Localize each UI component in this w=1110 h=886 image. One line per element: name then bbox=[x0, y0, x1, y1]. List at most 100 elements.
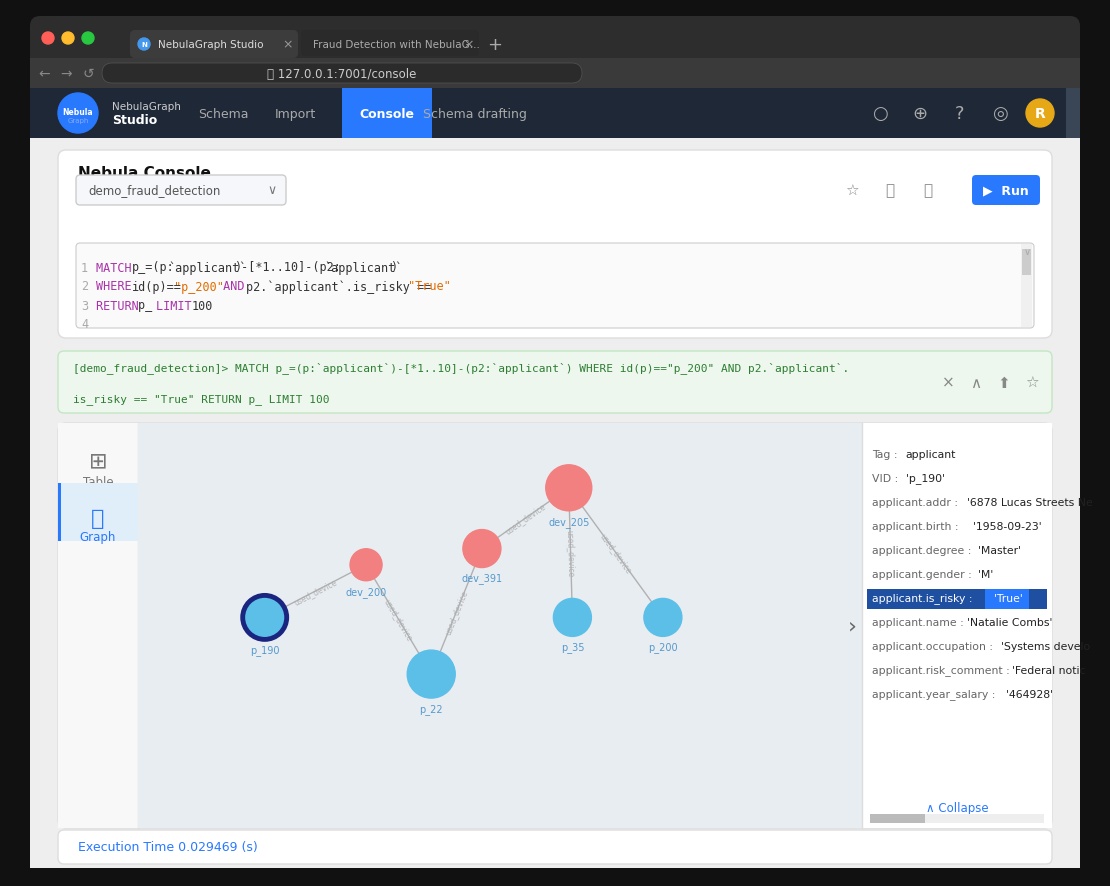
Text: ⊕: ⊕ bbox=[912, 105, 928, 123]
Circle shape bbox=[62, 33, 74, 45]
Text: ×: × bbox=[941, 375, 955, 390]
Text: 🔒 127.0.0.1:7001/console: 🔒 127.0.0.1:7001/console bbox=[268, 67, 416, 81]
Text: →: → bbox=[60, 67, 72, 81]
FancyBboxPatch shape bbox=[102, 64, 582, 84]
Text: 4: 4 bbox=[81, 318, 88, 331]
Text: applicant.is_risky :: applicant.is_risky : bbox=[872, 593, 976, 603]
FancyBboxPatch shape bbox=[75, 244, 1035, 329]
Text: Console: Console bbox=[360, 107, 414, 120]
Text: [demo_fraud_detection]> MATCH p_=(p:`applicant`)-[*1..10]-(p2:`applicant`) WHERE: [demo_fraud_detection]> MATCH p_=(p:`app… bbox=[73, 361, 849, 374]
Text: 100: 100 bbox=[192, 299, 213, 312]
Text: LIMIT: LIMIT bbox=[157, 299, 199, 312]
Text: ×: × bbox=[283, 38, 293, 51]
Text: dev_205: dev_205 bbox=[548, 517, 589, 527]
Text: used_device: used_device bbox=[504, 501, 547, 536]
Circle shape bbox=[243, 595, 286, 640]
Text: 2: 2 bbox=[81, 280, 88, 293]
Text: ⛙: ⛙ bbox=[91, 509, 104, 528]
Text: ?: ? bbox=[956, 105, 965, 123]
Text: 🗑: 🗑 bbox=[924, 183, 932, 198]
Text: ∨: ∨ bbox=[1023, 246, 1030, 257]
Text: 'Natalie Combs': 'Natalie Combs' bbox=[967, 618, 1052, 627]
Circle shape bbox=[58, 94, 98, 134]
FancyBboxPatch shape bbox=[58, 352, 1052, 414]
Circle shape bbox=[463, 530, 501, 568]
Circle shape bbox=[644, 599, 682, 637]
Text: ×: × bbox=[464, 38, 474, 51]
Text: `applicant`: `applicant` bbox=[168, 261, 246, 275]
Text: used_device: used_device bbox=[292, 577, 339, 606]
FancyBboxPatch shape bbox=[58, 424, 138, 828]
Text: p_: p_ bbox=[138, 299, 160, 312]
Text: "True": "True" bbox=[408, 280, 451, 293]
Text: Schema drafting: Schema drafting bbox=[423, 107, 527, 120]
Text: 🕐: 🕐 bbox=[886, 183, 895, 198]
Bar bbox=[1066, 89, 1080, 139]
Bar bbox=[1022, 250, 1031, 276]
Circle shape bbox=[138, 39, 150, 51]
Text: RETURN: RETURN bbox=[95, 299, 145, 312]
Bar bbox=[58, 424, 138, 828]
Bar bbox=[58, 484, 138, 541]
Text: `applicant`: `applicant` bbox=[324, 261, 402, 275]
Bar bbox=[870, 814, 925, 823]
Text: ∧ Collapse: ∧ Collapse bbox=[926, 802, 988, 814]
Circle shape bbox=[407, 650, 455, 698]
Text: Graph: Graph bbox=[80, 531, 117, 544]
Circle shape bbox=[82, 33, 94, 45]
Circle shape bbox=[546, 465, 592, 511]
Text: ∨: ∨ bbox=[268, 184, 276, 198]
Text: p_=(p:: p_=(p: bbox=[132, 261, 174, 274]
Text: ⬆: ⬆ bbox=[998, 375, 1010, 390]
Text: used_device: used_device bbox=[383, 597, 415, 642]
FancyBboxPatch shape bbox=[30, 17, 1080, 868]
Bar bbox=[138, 424, 862, 828]
Text: 'M': 'M' bbox=[978, 570, 993, 579]
Text: AND: AND bbox=[216, 280, 252, 293]
Text: MATCH: MATCH bbox=[95, 261, 139, 274]
Bar bbox=[30, 59, 1080, 89]
Bar bbox=[870, 814, 1045, 823]
Text: '1958-09-23': '1958-09-23' bbox=[972, 522, 1041, 532]
Bar bbox=[867, 589, 1047, 610]
FancyBboxPatch shape bbox=[130, 31, 297, 59]
Text: ☆: ☆ bbox=[845, 183, 859, 198]
Bar bbox=[1021, 245, 1032, 328]
Text: Tag :: Tag : bbox=[872, 449, 901, 460]
FancyBboxPatch shape bbox=[58, 424, 1052, 828]
Text: 'Systems develo: 'Systems develo bbox=[1001, 641, 1090, 651]
Text: ⊞: ⊞ bbox=[89, 452, 108, 471]
Bar bbox=[862, 424, 1052, 828]
Bar bbox=[30, 31, 1080, 59]
Text: 'True': 'True' bbox=[993, 594, 1022, 603]
Text: '6878 Lucas Streets Ne: '6878 Lucas Streets Ne bbox=[967, 497, 1093, 508]
Text: applicant.addr :: applicant.addr : bbox=[872, 497, 961, 508]
Text: ∧: ∧ bbox=[970, 375, 981, 390]
Text: p_35: p_35 bbox=[561, 641, 584, 653]
Bar bbox=[58, 484, 61, 541]
Text: Table: Table bbox=[82, 475, 113, 488]
Text: dev_200: dev_200 bbox=[345, 586, 386, 597]
Circle shape bbox=[1026, 100, 1054, 128]
Text: 1: 1 bbox=[81, 261, 88, 274]
Text: 3: 3 bbox=[81, 299, 88, 312]
Text: 'p_190': 'p_190' bbox=[906, 473, 945, 484]
Text: R: R bbox=[1035, 107, 1046, 120]
Text: applicant.occupation :: applicant.occupation : bbox=[872, 641, 997, 651]
Text: applicant.birth :: applicant.birth : bbox=[872, 522, 962, 532]
Text: p2.`applicant`.is_risky ==: p2.`applicant`.is_risky == bbox=[246, 280, 438, 293]
Text: ☆: ☆ bbox=[1026, 375, 1039, 390]
Bar bbox=[1066, 139, 1080, 868]
Circle shape bbox=[350, 549, 382, 581]
Text: '464928': '464928' bbox=[1007, 689, 1053, 699]
FancyBboxPatch shape bbox=[301, 31, 480, 57]
Text: 'Master': 'Master' bbox=[978, 546, 1021, 556]
Text: used_device: used_device bbox=[444, 588, 470, 635]
Text: WHERE: WHERE bbox=[95, 280, 139, 293]
Text: ○: ○ bbox=[872, 105, 888, 123]
Text: is_risky == "True" RETURN p_ LIMIT 100: is_risky == "True" RETURN p_ LIMIT 100 bbox=[73, 394, 330, 405]
Bar bbox=[30, 89, 1080, 139]
Text: Studio: Studio bbox=[112, 114, 158, 128]
Text: dev_391: dev_391 bbox=[462, 573, 503, 584]
Text: ↺: ↺ bbox=[82, 67, 94, 81]
